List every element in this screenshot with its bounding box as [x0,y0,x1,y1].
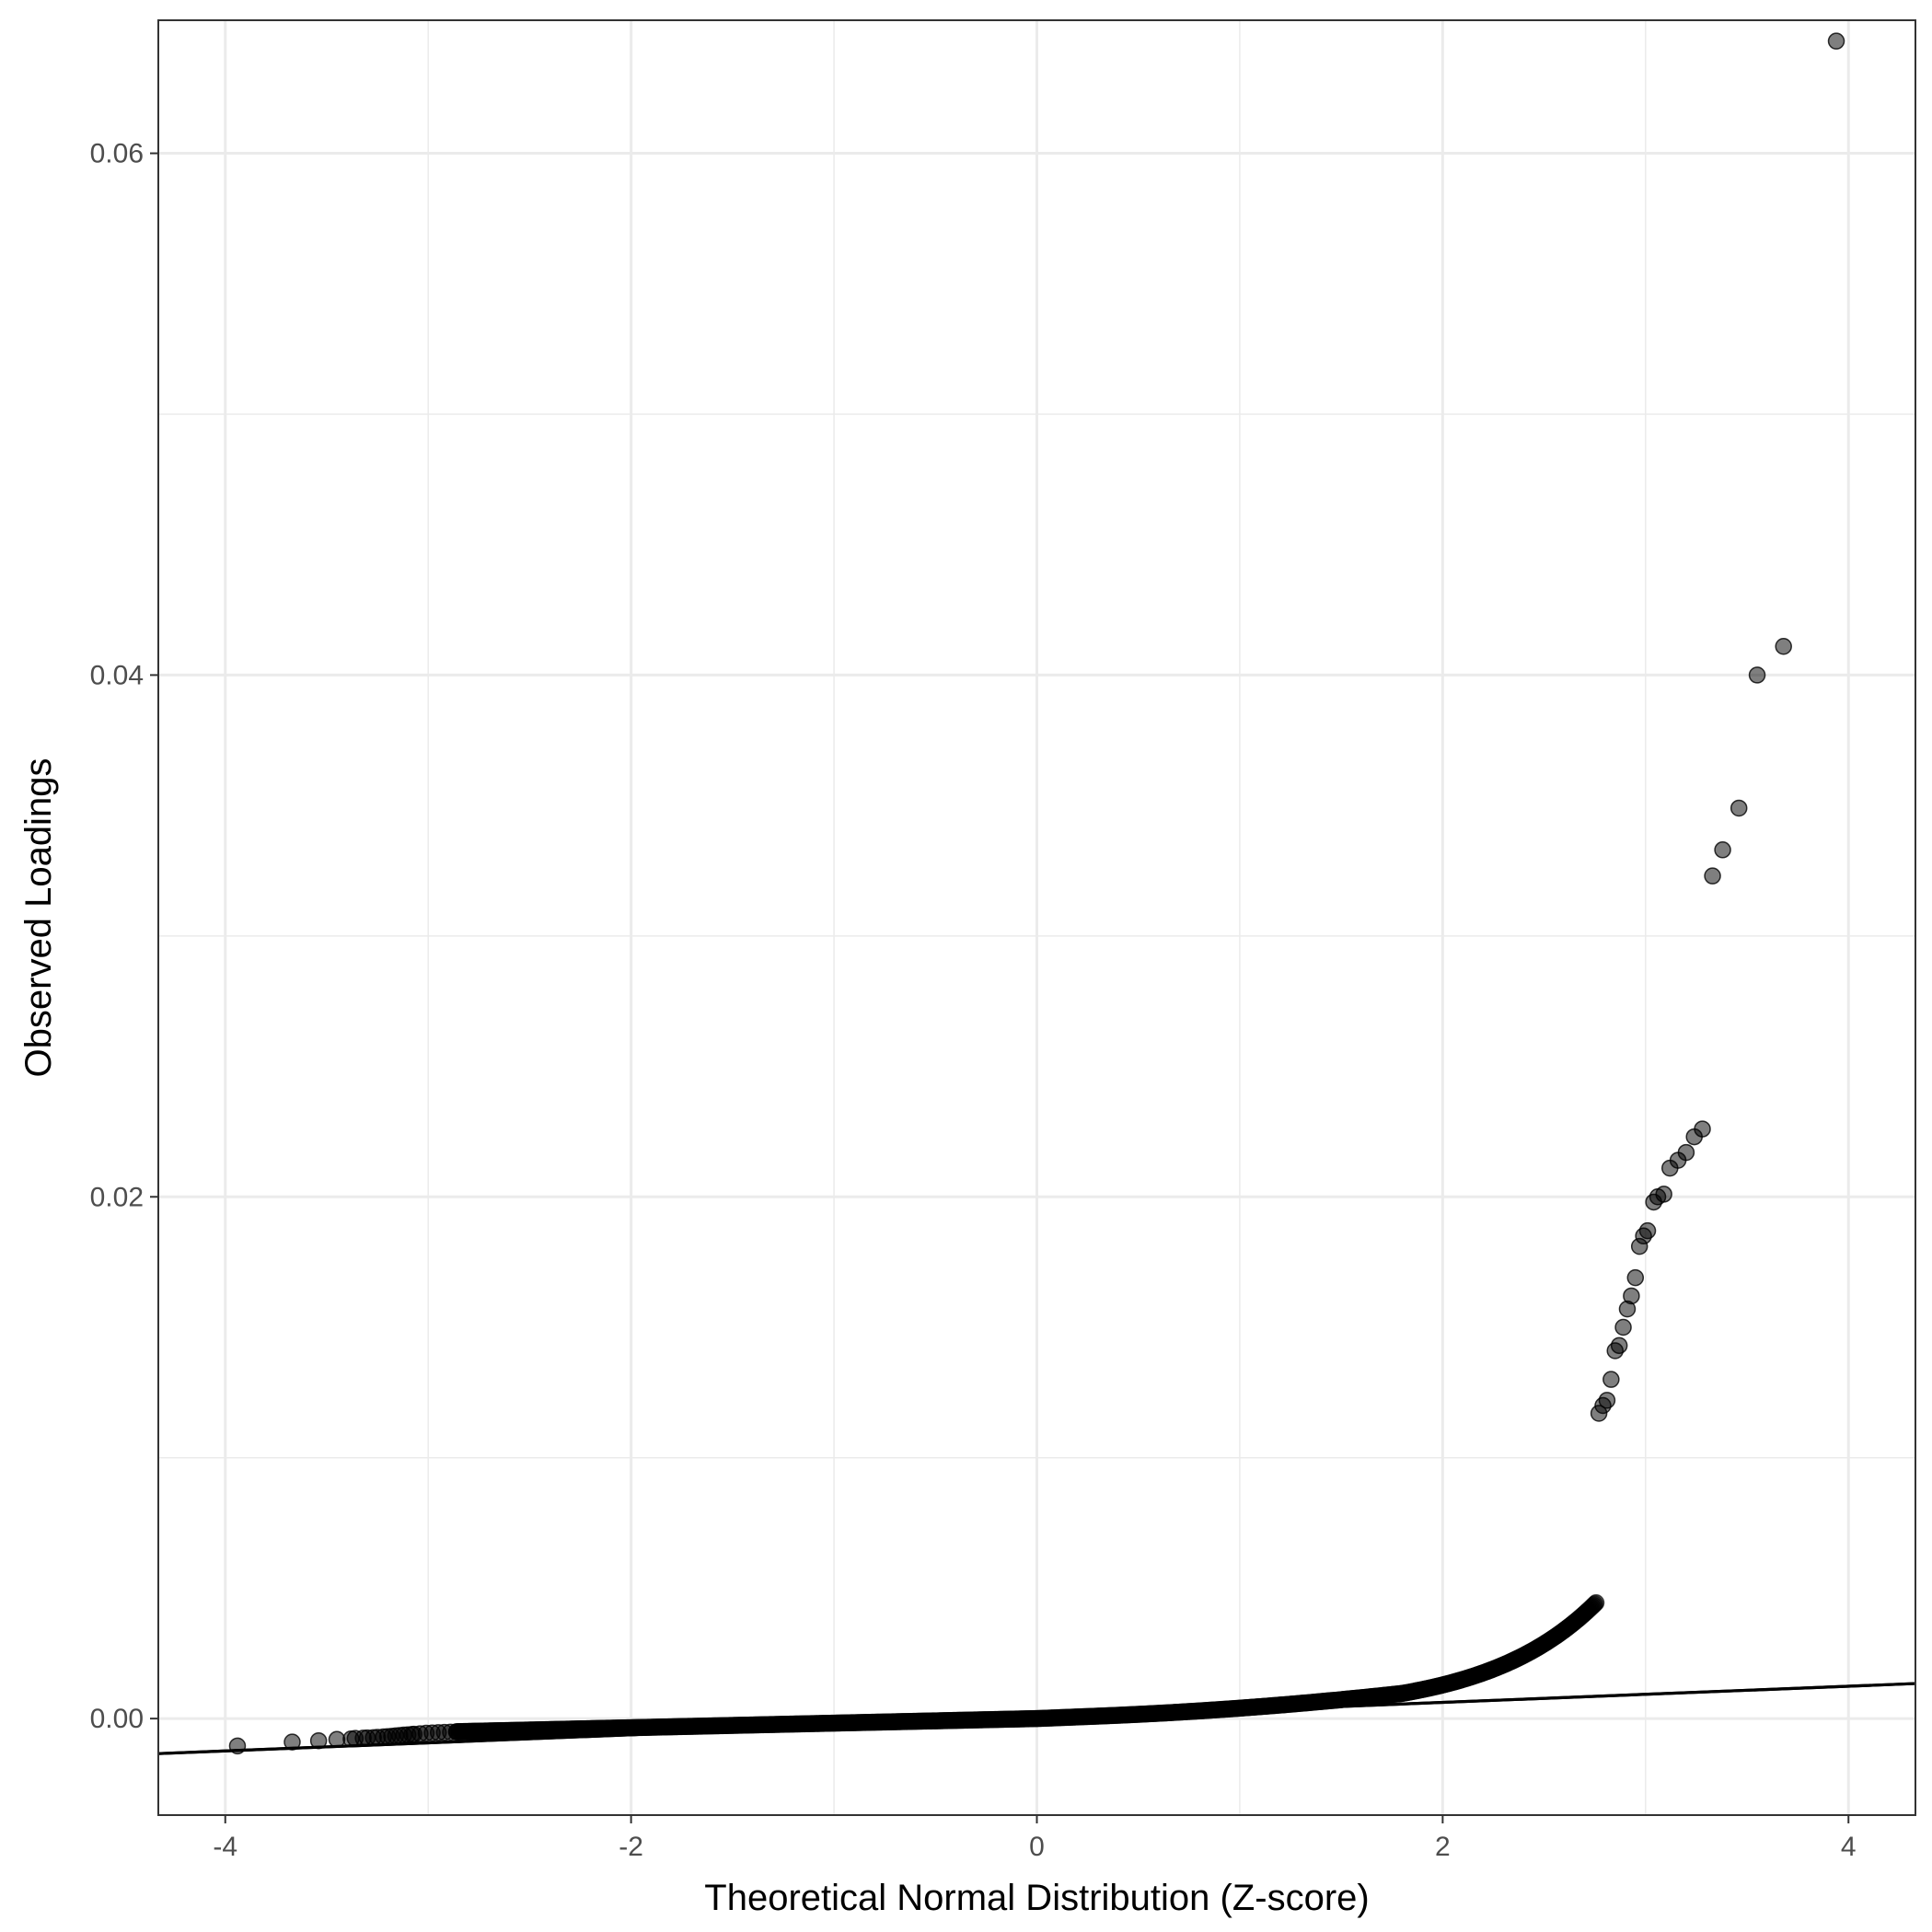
data-point [1730,799,1748,817]
y-tick-label: 0.06 [90,139,144,169]
data-point [1748,666,1766,684]
data-point [1606,1342,1625,1359]
data-point [1590,1405,1608,1422]
y-tick-label: 0.02 [90,1182,144,1212]
qq-reference-line-overlay [157,1682,1916,1755]
data-point [1587,1594,1605,1612]
x-tick-label: 0 [1029,1832,1045,1862]
data-point [1661,1159,1679,1177]
y-axis-ticks: 0.00 0.02 0.04 0.06 [90,139,158,1734]
x-tick-label: 4 [1841,1832,1857,1862]
data-point [447,1723,466,1741]
y-axis-title: Observed Loadings [18,758,59,1078]
x-tick-label: 2 [1435,1832,1451,1862]
data-point [1602,1371,1620,1388]
data-point [283,1733,301,1751]
data-point [1685,1128,1703,1146]
data-point [1827,32,1845,50]
data-point [1645,1193,1662,1211]
data-point [1630,1237,1649,1255]
y-tick-label: 0.04 [90,660,144,690]
data-point [403,1726,421,1743]
data-point [1626,1268,1645,1287]
data-point [1704,867,1721,885]
x-tick-label: -2 [619,1832,643,1862]
x-axis-title: Theoretical Normal Distribution (Z-score… [704,1878,1369,1918]
data-point [1714,841,1731,859]
x-axis-ticks: -4 -2 0 2 4 [213,1815,1857,1862]
points-layer [157,32,1916,1755]
x-tick-label: -4 [213,1832,237,1862]
data-point [1614,1318,1632,1336]
data-point [1775,637,1792,655]
y-tick-label: 0.00 [90,1704,144,1734]
data-point [1618,1300,1637,1318]
